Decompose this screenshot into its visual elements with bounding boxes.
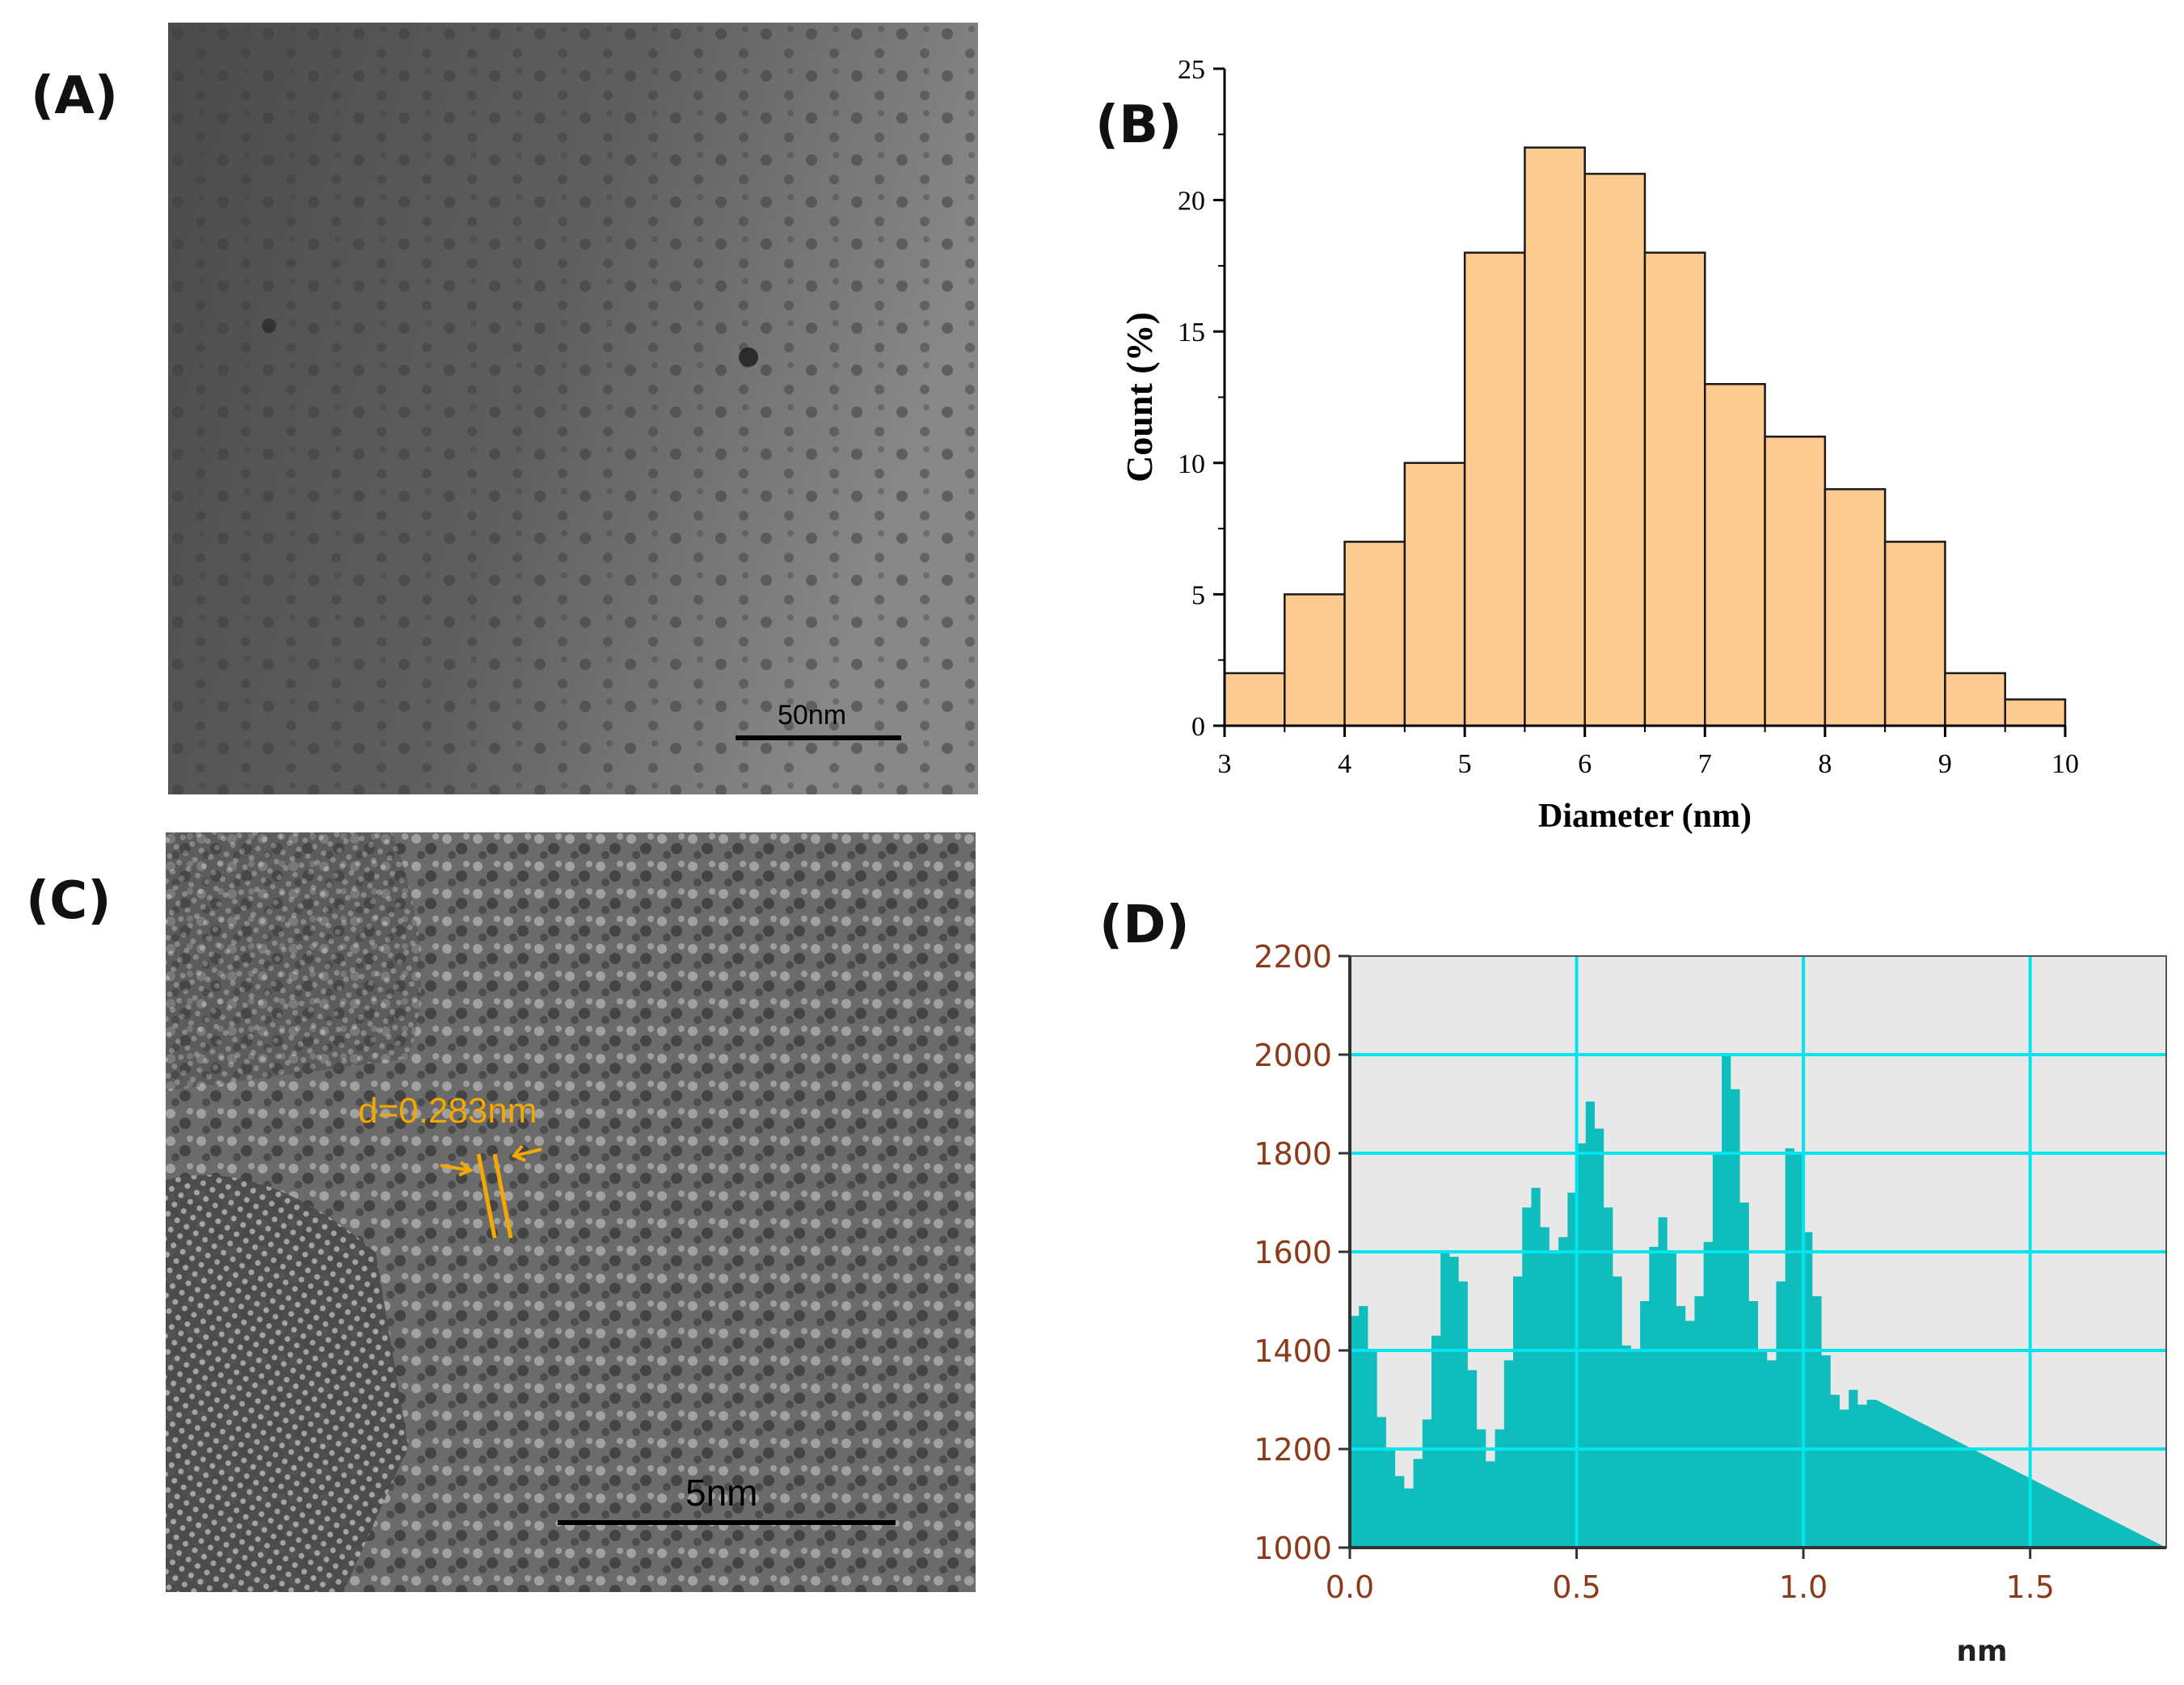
x-tick-label: 6 <box>1578 749 1592 779</box>
y-tick-label: 2000 <box>1254 1038 1332 1073</box>
histogram-bar <box>1824 488 1887 727</box>
histogram-bar <box>1883 541 1946 727</box>
histogram-chart: 3 4 5 6 7 8 9 10 0 5 10 15 20 25 Diameter (nm) Count (%… <box>1119 55 2079 835</box>
histogram-bar <box>1463 251 1526 727</box>
panel-label-b: (B) <box>1095 95 1183 155</box>
x-tick-label: 0.0 <box>1326 1569 1374 1605</box>
y-tick-label: 2200 <box>1254 939 1332 975</box>
panel-label-d: (D) <box>1099 895 1190 955</box>
scale-bar-a <box>736 735 901 740</box>
y-tick-label: 1800 <box>1254 1136 1332 1172</box>
profile-area <box>1350 1055 2166 1548</box>
lattice-fringe-line-1 <box>476 1153 497 1239</box>
x-tick-label: 9 <box>1938 749 1952 779</box>
x-tick-label: 1.5 <box>2005 1569 2054 1605</box>
y-tick-label: 0 <box>1191 712 1205 742</box>
x-tick-label: 3 <box>1218 749 1232 779</box>
y-tick-label: 20 <box>1178 187 1205 217</box>
x-tick-label: 5 <box>1458 749 1472 779</box>
histogram-bar <box>1583 172 1646 727</box>
x-tick-label: 0.5 <box>1552 1569 1600 1605</box>
y-tick-label: 10 <box>1178 449 1205 479</box>
lattice-annotation <box>440 1144 542 1239</box>
y-tick-label: 15 <box>1178 318 1205 348</box>
histogram-bar <box>1524 146 1586 727</box>
scale-bar-a-label: 50nm <box>778 700 847 731</box>
y-axis-title: Count (%) <box>1119 312 1160 482</box>
y-tick-label: 1200 <box>1254 1432 1332 1468</box>
histogram-bar <box>1643 251 1706 727</box>
histogram-bar <box>1403 461 1466 727</box>
y-tick-label: 25 <box>1178 55 1205 85</box>
y-tick-label: 1400 <box>1254 1333 1332 1369</box>
histogram-bar <box>1343 541 1406 727</box>
histogram-bar <box>1284 593 1346 727</box>
d-spacing-label: d=0.283nm <box>358 1091 538 1131</box>
histogram-bar <box>1704 382 1766 727</box>
y-tick-label: 1600 <box>1254 1235 1332 1270</box>
line-profile-chart: 1000 1200 1400 1600 1800 2000 2200 0.0 0.5 1.0 1.5… <box>1254 939 2167 1668</box>
histogram-bar <box>1764 436 1827 727</box>
x-axis-title: nm <box>1956 1635 2007 1668</box>
x-tick-label: 1.0 <box>1779 1569 1828 1605</box>
y-tick-label: 1000 <box>1254 1531 1332 1566</box>
arrow-left-icon <box>440 1161 474 1177</box>
hrtem-micrograph <box>166 832 976 1592</box>
x-axis-title: Diameter (nm) <box>1538 798 1752 835</box>
tem-image-panel <box>168 23 978 794</box>
x-tick-label: 4 <box>1338 749 1351 779</box>
arrow-right-icon <box>511 1144 542 1162</box>
panel-label-c: (C) <box>26 871 112 931</box>
histogram-bar <box>1944 672 2006 727</box>
histogram-bar <box>2004 698 2067 727</box>
hrtem-image-panel <box>166 832 976 1592</box>
tem-micrograph <box>168 23 978 794</box>
y-tick-label: 5 <box>1191 580 1205 610</box>
x-tick-label: 10 <box>2051 749 2079 779</box>
scale-bar-c <box>558 1520 896 1525</box>
lattice-fringe-line-2 <box>492 1153 513 1239</box>
histogram-bar <box>1223 672 1286 727</box>
x-tick-label: 7 <box>1698 749 1712 779</box>
scale-bar-c-label: 5nm <box>685 1472 758 1514</box>
x-tick-label: 8 <box>1818 749 1832 779</box>
panel-label-a: (A) <box>31 66 119 126</box>
